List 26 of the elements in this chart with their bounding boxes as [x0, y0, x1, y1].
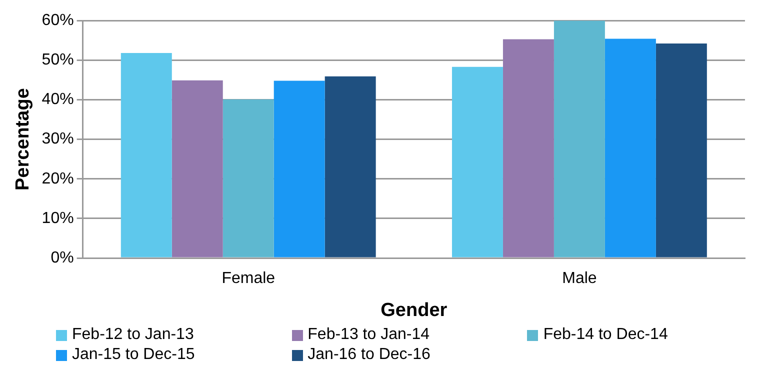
- legend-label: Jan-15 to Dec-15: [72, 346, 195, 364]
- bar: [324, 76, 376, 258]
- y-axis-title: Percentage: [12, 88, 34, 191]
- y-tick-label: 10%: [42, 210, 74, 227]
- y-tick-label: 50%: [42, 52, 74, 69]
- bar: [656, 44, 707, 258]
- y-tick-label: 30%: [42, 130, 74, 148]
- bar: [554, 20, 605, 258]
- y-tick-label: 20%: [42, 170, 74, 188]
- y-tick-label: 40%: [42, 91, 74, 108]
- bar: [452, 66, 503, 258]
- y-tick-label: 0%: [50, 249, 74, 266]
- x-tick-label: Female: [222, 270, 276, 288]
- legend-label: Feb-13 to Jan-14: [308, 326, 430, 344]
- legend-label: Jan-16 to Dec-16: [308, 346, 430, 364]
- legend-label: Feb-12 to Jan-13: [72, 326, 194, 344]
- y-tick-label: 60%: [42, 12, 74, 30]
- x-tick-label: Male: [562, 270, 597, 288]
- bar: [604, 38, 656, 258]
- bar: [120, 53, 172, 258]
- legend-label: Feb-14 to Dec-14: [543, 326, 668, 344]
- x-axis-title: Gender: [380, 300, 448, 321]
- bar: [502, 39, 554, 258]
- bar: [172, 80, 223, 258]
- bar: [274, 80, 325, 258]
- bar: [222, 99, 274, 258]
